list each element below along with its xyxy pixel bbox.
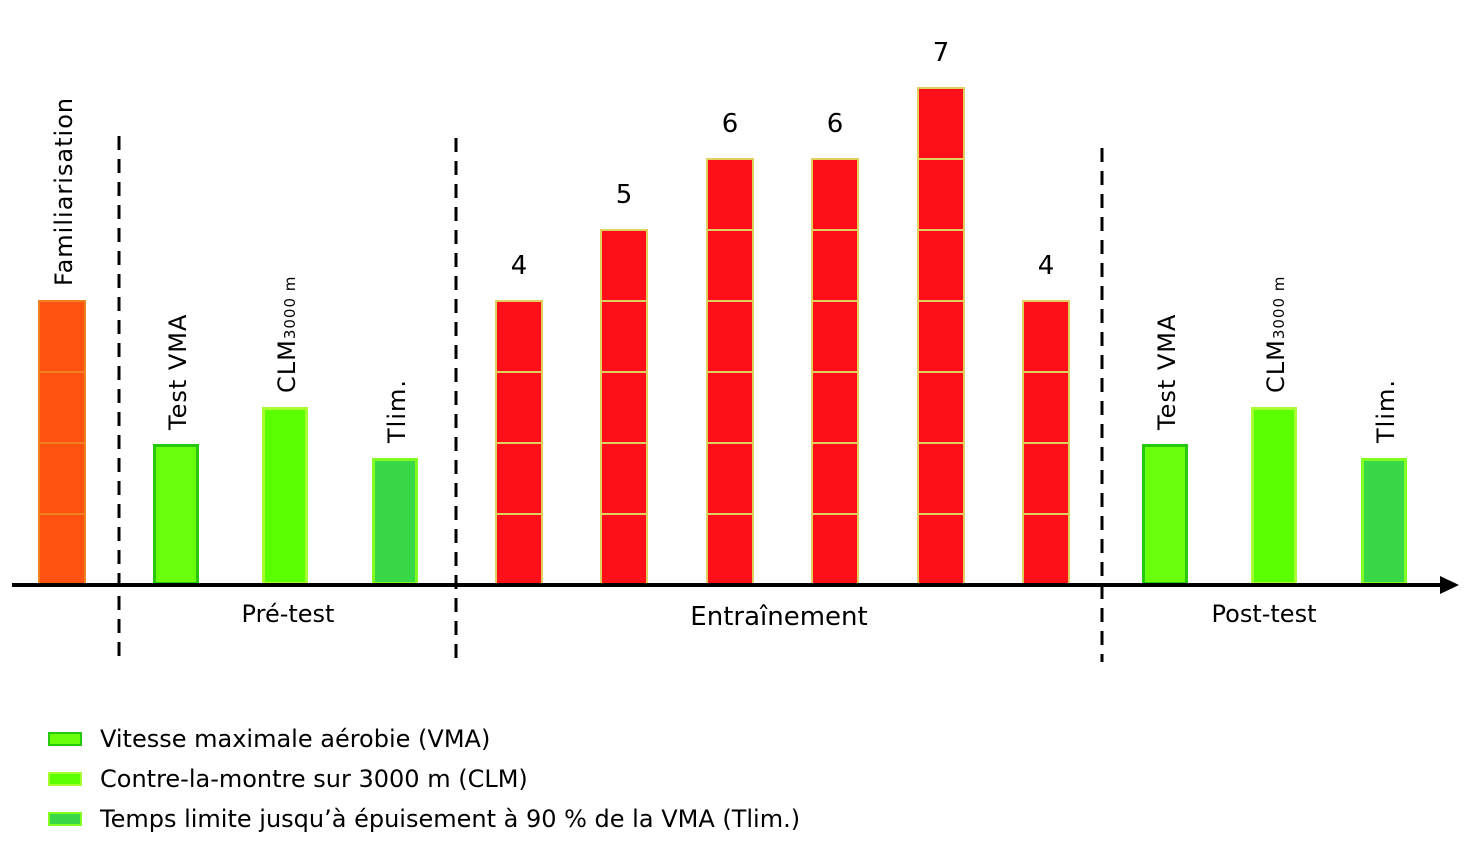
session-block bbox=[38, 513, 86, 586]
phase-label-training: Entraînement bbox=[690, 602, 867, 632]
session-block bbox=[811, 371, 859, 444]
legend-label-tlim: Temps limite jusqu’à épuisement à 90 % d… bbox=[99, 805, 800, 833]
session-block bbox=[811, 300, 859, 373]
training-week-bar bbox=[495, 300, 543, 586]
session-block bbox=[917, 229, 965, 302]
pretest-vma-label: Test VMA bbox=[164, 314, 192, 431]
phase-label-posttest: Post-test bbox=[1212, 600, 1317, 628]
session-block bbox=[38, 300, 86, 373]
legend-swatch-tlim bbox=[48, 812, 82, 826]
familiarisation-bar bbox=[38, 300, 86, 586]
session-block bbox=[811, 158, 859, 231]
sessions-count-label: 6 bbox=[827, 109, 844, 139]
legend-swatch-vma bbox=[48, 732, 82, 746]
training-week-bar bbox=[706, 158, 754, 586]
session-block bbox=[917, 300, 965, 373]
posttest-tlim-bar bbox=[1361, 458, 1407, 585]
posttest-clm-bar bbox=[1251, 407, 1297, 585]
session-block bbox=[600, 442, 648, 515]
session-block bbox=[917, 371, 965, 444]
session-block bbox=[38, 442, 86, 515]
session-block bbox=[495, 300, 543, 373]
pretest-clm-bar bbox=[262, 407, 308, 585]
session-block bbox=[1022, 513, 1070, 586]
session-block bbox=[495, 371, 543, 444]
phase-label-pretest: Pré-test bbox=[242, 600, 335, 628]
session-block bbox=[917, 513, 965, 586]
session-block bbox=[706, 229, 754, 302]
sessions-count-label: 4 bbox=[1038, 251, 1055, 281]
pretest-tlim-label: Tlim. bbox=[383, 379, 411, 444]
session-block bbox=[706, 371, 754, 444]
familiarisation-label: Familiarisation bbox=[50, 97, 78, 286]
sessions-count-label: 4 bbox=[511, 251, 528, 281]
session-block bbox=[917, 87, 965, 160]
session-block bbox=[706, 300, 754, 373]
sessions-count-label: 5 bbox=[616, 180, 633, 210]
session-block bbox=[811, 442, 859, 515]
training-week-bar bbox=[1022, 300, 1070, 586]
pretest-clm-label: CLM3000 m bbox=[273, 276, 301, 393]
session-block bbox=[706, 158, 754, 231]
axis-arrow-icon bbox=[1440, 576, 1459, 594]
training-week-bar bbox=[917, 87, 965, 586]
session-block bbox=[1022, 371, 1070, 444]
session-block bbox=[706, 442, 754, 515]
session-block bbox=[495, 513, 543, 586]
session-block bbox=[706, 513, 754, 586]
sessions-count-label: 6 bbox=[722, 109, 739, 139]
session-block bbox=[917, 158, 965, 231]
training-week-bar bbox=[811, 158, 859, 586]
posttest-tlim-label: Tlim. bbox=[1372, 379, 1400, 444]
posttest-clm-label: CLM3000 m bbox=[1262, 276, 1290, 393]
session-block bbox=[1022, 442, 1070, 515]
posttest-vma-label: Test VMA bbox=[1153, 314, 1181, 431]
session-block bbox=[495, 442, 543, 515]
session-block bbox=[600, 371, 648, 444]
session-block bbox=[600, 300, 648, 373]
legend-label-clm: Contre-la-montre sur 3000 m (CLM) bbox=[100, 765, 528, 793]
session-block bbox=[1022, 300, 1070, 373]
training-week-bar bbox=[600, 229, 648, 586]
pretest-vma-bar bbox=[153, 444, 199, 585]
session-block bbox=[811, 229, 859, 302]
session-block bbox=[917, 442, 965, 515]
session-block bbox=[600, 513, 648, 586]
pretest-tlim-bar bbox=[372, 458, 418, 585]
session-block bbox=[600, 229, 648, 302]
session-block bbox=[38, 371, 86, 444]
legend-swatch-clm bbox=[48, 772, 82, 786]
legend-label-vma: Vitesse maximale aérobie (VMA) bbox=[100, 725, 490, 753]
posttest-vma-bar bbox=[1142, 444, 1188, 585]
session-block bbox=[811, 513, 859, 586]
sessions-count-label: 7 bbox=[933, 38, 950, 68]
